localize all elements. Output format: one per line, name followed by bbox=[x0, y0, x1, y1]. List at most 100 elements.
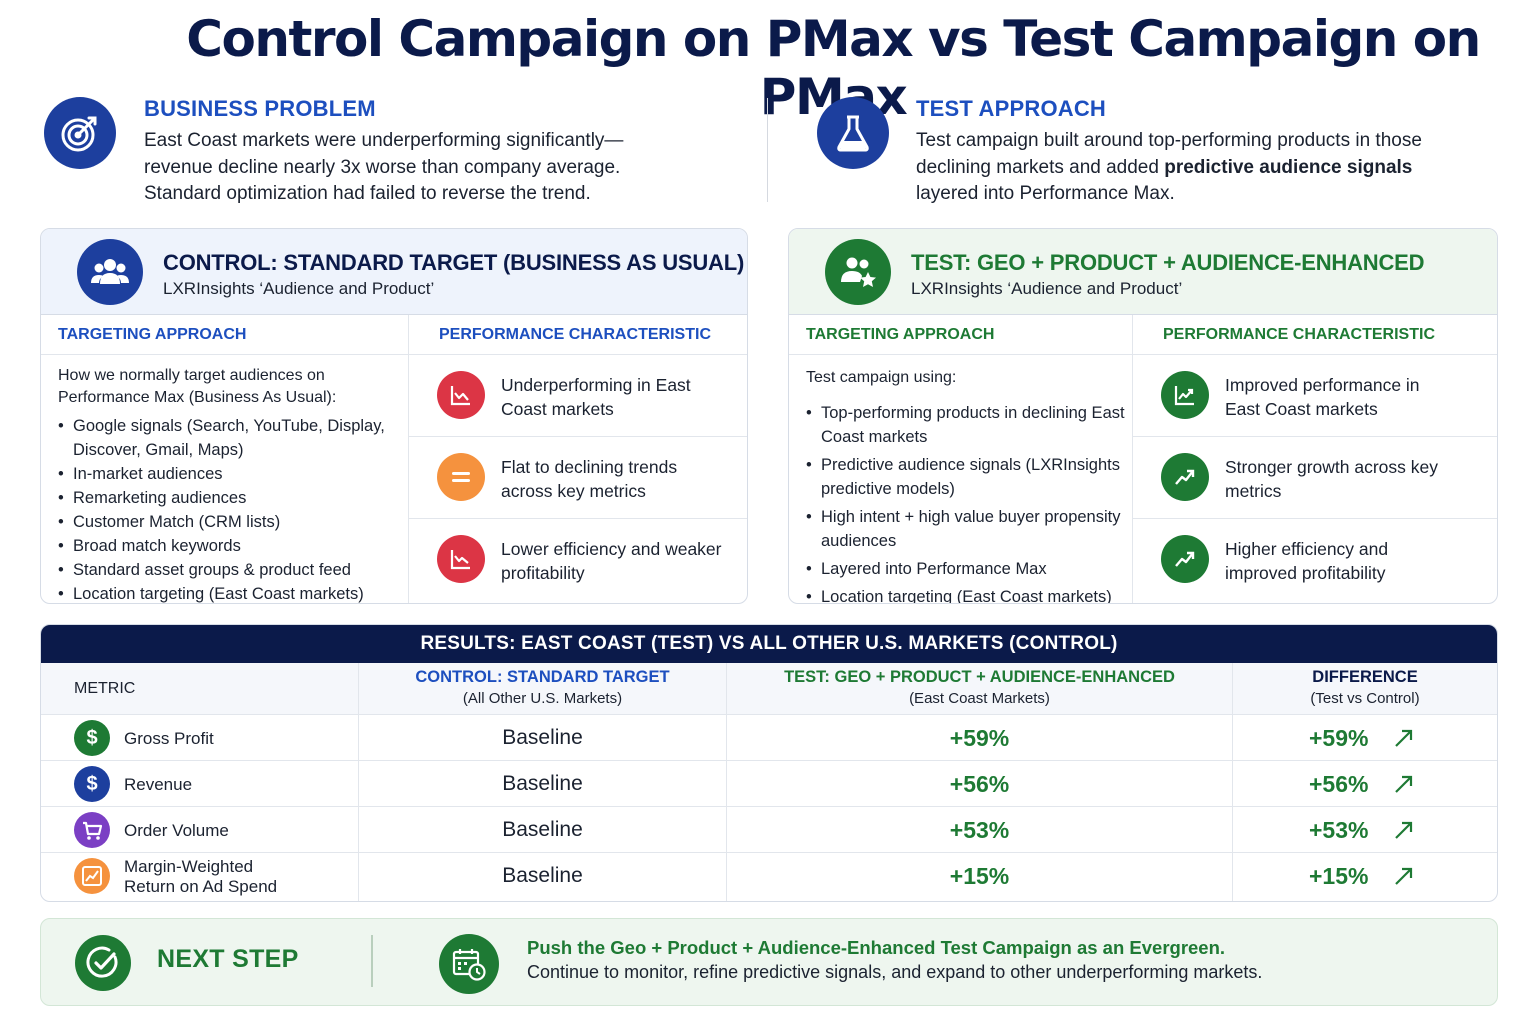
cart-icon bbox=[74, 812, 110, 848]
table-row: $ Revenue Baseline +56% +56% bbox=[41, 761, 1497, 807]
list-item: Remarketing audiences bbox=[58, 486, 408, 510]
control-value: Baseline bbox=[502, 864, 583, 887]
table-row: $ Gross Profit Baseline +59% +59% bbox=[41, 715, 1497, 761]
test-approach-section: TEST APPROACH Test campaign built around… bbox=[816, 92, 1506, 212]
performance-text: Flat to declining trends across key metr… bbox=[501, 457, 678, 501]
dollar-icon: $ bbox=[74, 720, 110, 756]
trend-up-icon bbox=[1161, 535, 1209, 583]
next-step-headline: Push the Geo + Product + Audience-Enhanc… bbox=[527, 937, 1226, 958]
test-targeting-column: TARGETING APPROACH Test campaign using: … bbox=[789, 315, 1133, 603]
arrow-up-right-icon bbox=[1395, 775, 1413, 793]
metric-name: Revenue bbox=[124, 775, 193, 794]
list-item: Google signals (Search, YouTube, Display… bbox=[58, 414, 408, 462]
performance-text: Improved performance in East Coast marke… bbox=[1225, 375, 1420, 419]
next-step-divider bbox=[371, 935, 373, 987]
performance-text: Lower efficiency and weaker profitabilit… bbox=[501, 539, 722, 583]
performance-item: Higher efficiency and improved profitabi… bbox=[1133, 519, 1497, 601]
difference-column-header: DIFFERENCE (Test vs Control) bbox=[1310, 668, 1420, 707]
control-value: Baseline bbox=[502, 726, 583, 749]
difference-value: +56% bbox=[1309, 771, 1369, 797]
performance-item: Improved performance in East Coast marke… bbox=[1133, 355, 1497, 437]
chart-up-icon bbox=[74, 858, 110, 894]
metric-name: Order Volume bbox=[124, 821, 229, 840]
flask-icon bbox=[817, 97, 889, 169]
control-targeting-description: How we normally target audiences on Perf… bbox=[58, 367, 337, 406]
equals-icon bbox=[437, 453, 485, 501]
list-item: In-market audiences bbox=[58, 462, 408, 486]
difference-value: +59% bbox=[1309, 725, 1369, 751]
difference-value: +15% bbox=[1309, 863, 1369, 889]
test-value: +15% bbox=[949, 863, 1010, 889]
test-targeting-description: Test campaign using: bbox=[806, 369, 957, 386]
metric-name: Gross Profit bbox=[124, 729, 214, 748]
metric-column-header: METRIC bbox=[41, 663, 359, 714]
list-item: Customer Match (CRM lists) bbox=[58, 510, 408, 534]
test-card: TEST: GEO + PRODUCT + AUDIENCE-ENHANCED … bbox=[788, 228, 1498, 604]
control-value: Baseline bbox=[502, 772, 583, 795]
chart-dip-icon bbox=[437, 535, 485, 583]
test-value: +53% bbox=[949, 817, 1010, 843]
list-item: Standard asset groups & product feed bbox=[58, 558, 408, 582]
performance-item: Underperforming in East Coast markets bbox=[409, 355, 747, 437]
test-approach-text: Test campaign built around top-performin… bbox=[916, 130, 1422, 204]
list-item: Predictive audience signals (LXRInsights… bbox=[806, 453, 1132, 501]
performance-item: Flat to declining trends across key metr… bbox=[409, 437, 747, 519]
list-item: High intent + high value buyer propensit… bbox=[806, 505, 1132, 553]
control-targeting-column: TARGETING APPROACH How we normally targe… bbox=[41, 315, 409, 603]
performance-item: Lower efficiency and weaker profitabilit… bbox=[409, 519, 747, 601]
business-problem-section: BUSINESS PROBLEM East Coast markets were… bbox=[44, 92, 744, 212]
test-targeting-list: Top-performing products in declining Eas… bbox=[789, 389, 1132, 604]
test-card-subtitle: LXRInsights ‘Audience and Product’ bbox=[911, 279, 1183, 298]
list-item: Layered into Performance Max bbox=[806, 557, 1132, 581]
arrow-up-right-icon bbox=[1395, 729, 1413, 747]
performance-text: Stronger growth across key metrics bbox=[1225, 457, 1439, 501]
next-step-banner: NEXT STEP Push the Geo + Product + Audie… bbox=[40, 918, 1498, 1006]
control-value: Baseline bbox=[502, 818, 583, 841]
arrow-up-right-icon bbox=[1395, 821, 1413, 839]
test-card-header: TEST: GEO + PRODUCT + AUDIENCE-ENHANCED … bbox=[789, 229, 1497, 315]
test-performance-header: PERFORMANCE CHARACTERISTIC bbox=[1133, 315, 1497, 355]
arrow-up-right-icon bbox=[1395, 867, 1413, 885]
control-targeting-header: TARGETING APPROACH bbox=[41, 315, 408, 355]
test-card-title: TEST: GEO + PRODUCT + AUDIENCE-ENHANCED bbox=[911, 250, 1425, 275]
control-card-subtitle: LXRInsights ‘Audience and Product’ bbox=[163, 279, 435, 298]
section-divider bbox=[767, 98, 768, 202]
control-card-title: CONTROL: STANDARD TARGET (BUSINESS AS US… bbox=[163, 250, 745, 275]
control-card-header: CONTROL: STANDARD TARGET (BUSINESS AS US… bbox=[41, 229, 747, 315]
list-item: Location targeting (East Coast markets) bbox=[806, 585, 1132, 604]
page-title: Control Campaign on PMax vs Test Campaig… bbox=[186, 10, 1481, 126]
table-row: Margin-Weighted Return on Ad Spend Baseli… bbox=[41, 853, 1497, 901]
performance-item: Stronger growth across key metrics bbox=[1133, 437, 1497, 519]
test-targeting-header: TARGETING APPROACH bbox=[789, 315, 1132, 355]
results-table: RESULTS: EAST COAST (TEST) VS ALL OTHER … bbox=[40, 624, 1498, 902]
control-performance-header: PERFORMANCE CHARACTERISTIC bbox=[409, 315, 747, 355]
business-problem-heading: BUSINESS PROBLEM bbox=[144, 96, 376, 121]
control-card: CONTROL: STANDARD TARGET (BUSINESS AS US… bbox=[40, 228, 748, 604]
test-column-header: TEST: GEO + PRODUCT + AUDIENCE-ENHANCED … bbox=[727, 663, 1233, 714]
control-targeting-list: Google signals (Search, YouTube, Display… bbox=[41, 408, 408, 603]
list-item: Location targeting (East Coast markets) bbox=[58, 582, 408, 603]
next-step-label: NEXT STEP bbox=[157, 945, 299, 973]
control-column-header: CONTROL: STANDARD TARGET (All Other U.S.… bbox=[359, 663, 727, 714]
list-item: Top-performing products in declining Eas… bbox=[806, 401, 1132, 449]
business-problem-text: East Coast markets were underperforming … bbox=[144, 130, 624, 204]
chart-down-icon bbox=[437, 371, 485, 419]
check-circle-icon bbox=[75, 935, 131, 991]
next-step-detail: Continue to monitor, refine predictive s… bbox=[527, 962, 1263, 982]
test-value: +56% bbox=[949, 771, 1010, 797]
results-banner: RESULTS: EAST COAST (TEST) VS ALL OTHER … bbox=[41, 625, 1497, 663]
difference-value: +53% bbox=[1309, 817, 1369, 843]
control-performance-column: PERFORMANCE CHARACTERISTIC Underperformi… bbox=[409, 315, 747, 603]
users-icon bbox=[77, 239, 143, 305]
table-row: Order Volume Baseline +53% +53% bbox=[41, 807, 1497, 853]
test-value: +59% bbox=[949, 725, 1010, 751]
list-item: Broad match keywords bbox=[58, 534, 408, 558]
calendar-clock-icon bbox=[439, 934, 499, 994]
results-header-row: METRIC CONTROL: STANDARD TARGET (All Oth… bbox=[41, 663, 1497, 715]
test-approach-heading: TEST APPROACH bbox=[916, 96, 1107, 121]
chart-up-icon bbox=[1161, 371, 1209, 419]
test-performance-column: PERFORMANCE CHARACTERISTIC Improved perf… bbox=[1133, 315, 1497, 603]
dollar-icon: $ bbox=[74, 766, 110, 802]
target-icon bbox=[44, 97, 116, 169]
performance-text: Higher efficiency and improved profitabi… bbox=[1225, 539, 1389, 583]
